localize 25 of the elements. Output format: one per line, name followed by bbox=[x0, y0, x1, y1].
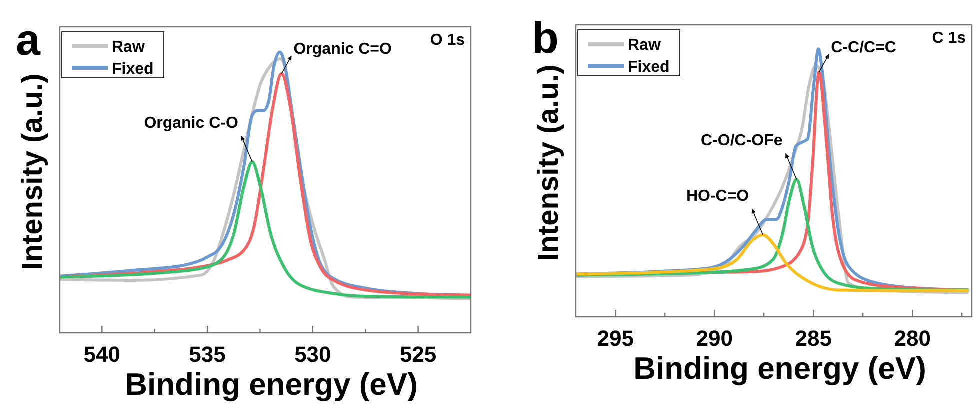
x-tick-label: 525 bbox=[400, 342, 437, 367]
legend-label: Raw bbox=[112, 39, 146, 56]
x-tick-label: 295 bbox=[597, 326, 634, 351]
annotation: C-C/C=C bbox=[831, 39, 897, 56]
y-axis-title: Intensity (a.u.) bbox=[533, 64, 565, 262]
y-axis-title: Intensity (a.u.) bbox=[17, 74, 49, 270]
legend-label: Fixed bbox=[112, 61, 154, 78]
annotation: C-O/C-OFe bbox=[700, 132, 783, 150]
text: O 1s bbox=[430, 32, 466, 49]
annotation: Organic C=O bbox=[294, 40, 392, 58]
x-tick-label: 290 bbox=[696, 326, 733, 351]
x-axis-title: Binding energy (eV) bbox=[634, 351, 926, 386]
chart-title: a bbox=[16, 16, 41, 65]
legend-label: Fixed bbox=[628, 59, 670, 76]
x-tick-label: 530 bbox=[294, 342, 332, 367]
x-axis-title: Binding energy (eV) bbox=[125, 367, 418, 402]
x-tick-label: 540 bbox=[84, 342, 121, 367]
annotation: HO-C=O bbox=[686, 188, 750, 206]
x-tick-label: 535 bbox=[189, 342, 226, 367]
annotation: Organic C-O bbox=[144, 115, 238, 132]
text: C 1s bbox=[932, 30, 966, 47]
chart-title: b bbox=[532, 14, 559, 63]
legend-label: Raw bbox=[628, 37, 662, 54]
x-tick-label: 280 bbox=[894, 326, 931, 351]
x-tick-label: 285 bbox=[795, 326, 832, 351]
